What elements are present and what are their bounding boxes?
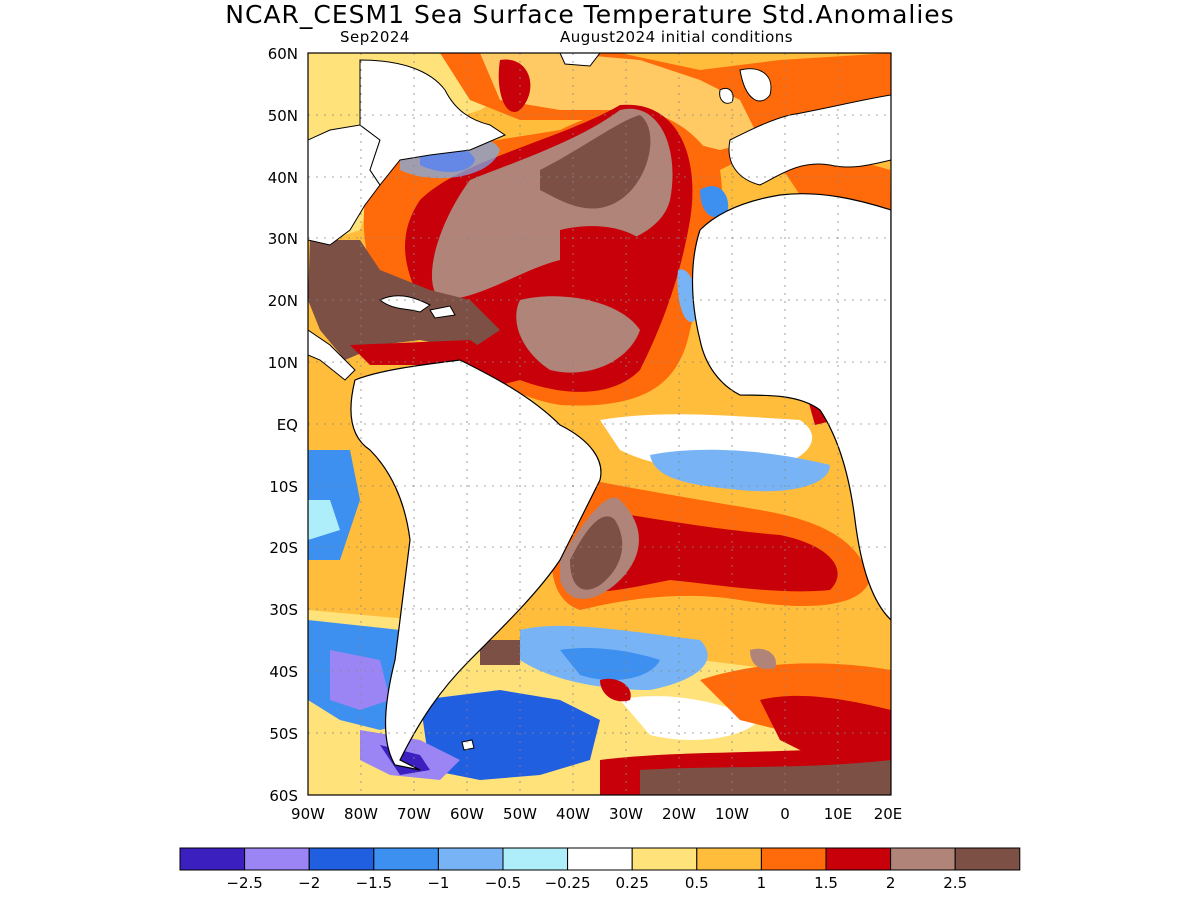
lat-label: EQ (277, 416, 298, 434)
lat-label: 50N (268, 107, 298, 125)
colorbar-swatch (954, 847, 1021, 871)
colorbar-labels: −2.5 −2 −1.5 −1 −0.5 −0.25 0.25 0.5 1 1.5 2 2.5 (226, 874, 967, 892)
colorbar-tick-label: −0.5 (485, 874, 521, 892)
lon-label: 60W (450, 805, 484, 823)
colorbar-tick-label: −2.5 (226, 874, 262, 892)
forecast-month: Sep2024 (340, 28, 410, 46)
lat-label: 10N (268, 354, 298, 372)
colorbar-tick-label: −0.25 (545, 874, 591, 892)
colorbar-swatch (567, 847, 633, 871)
lat-label: 10S (269, 478, 298, 496)
lat-label: 20S (269, 539, 298, 557)
colorbar-swatch (760, 847, 827, 871)
lon-label: 40W (556, 805, 590, 823)
lon-label: 90W (291, 805, 325, 823)
colorbar-swatch (631, 847, 698, 871)
lat-label: 30N (268, 230, 298, 248)
colorbar-swatch (825, 847, 892, 871)
colorbar (179, 847, 1021, 871)
colorbar-tick-label: 1.5 (814, 874, 838, 892)
lat-label: 60S (269, 787, 298, 805)
latitude-labels: 60N 50N 40N 30N 20N 10N EQ 10S 20S 30S 4… (268, 45, 298, 805)
initial-conditions-label: August2024 initial conditions (560, 28, 794, 46)
colorbar-swatch (502, 847, 569, 871)
lat-label: 40S (269, 663, 298, 681)
longitude-labels: 90W 80W 70W 60W 50W 40W 30W 20W 10W 0 10… (291, 805, 902, 823)
colorbar-swatch (179, 847, 246, 871)
lon-label: 10E (824, 805, 853, 823)
colorbar-tick-label: −2 (298, 874, 320, 892)
colorbar-swatch (437, 847, 504, 871)
colorbar-tick-label: 2 (886, 874, 896, 892)
graticule (308, 53, 891, 795)
lon-label: 10W (715, 805, 749, 823)
map-title: NCAR_CESM1 Sea Surface Temperature Std.A… (225, 0, 955, 29)
lon-label: 20E (874, 805, 903, 823)
lat-label: 40N (268, 169, 298, 187)
colorbar-swatch (308, 847, 375, 871)
colorbar-swatch (373, 847, 439, 871)
colorbar-tick-label: 0.5 (685, 874, 709, 892)
lon-label: 80W (344, 805, 378, 823)
colorbar-tick-label: 0.25 (615, 874, 648, 892)
colorbar-swatch (890, 847, 956, 871)
lat-label: 30S (269, 601, 298, 619)
colorbar-tick-label: 2.5 (943, 874, 967, 892)
lon-label: 30W (609, 805, 643, 823)
colorbar-tick-label: 1 (757, 874, 767, 892)
lat-label: 20N (268, 292, 298, 310)
colorbar-swatch (696, 847, 762, 871)
lon-label: 0 (780, 805, 790, 823)
map-frame (307, 52, 892, 796)
colorbar-tick-label: −1 (427, 874, 449, 892)
lat-label: 50S (269, 725, 298, 743)
lon-label: 70W (397, 805, 431, 823)
map-field (308, 53, 891, 795)
lat-label: 60N (268, 45, 298, 63)
colorbar-swatch (244, 847, 310, 871)
lon-label: 20W (662, 805, 696, 823)
lon-label: 50W (503, 805, 537, 823)
colorbar-tick-label: −1.5 (356, 874, 392, 892)
